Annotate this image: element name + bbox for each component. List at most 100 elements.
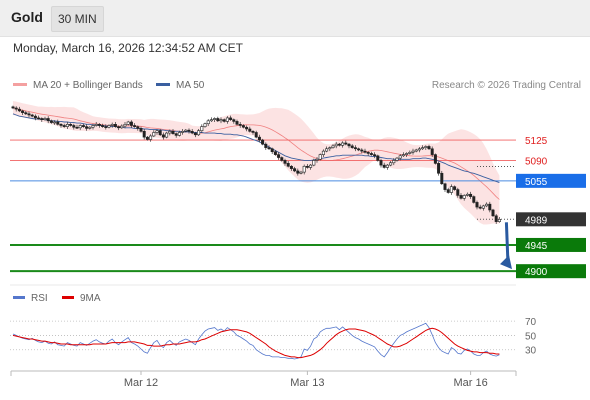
candle-body [203, 123, 207, 127]
candle-body [341, 142, 345, 146]
candle-body [424, 146, 428, 148]
bollinger-band [13, 101, 500, 225]
candle-body [491, 209, 495, 217]
candle-body [101, 125, 105, 127]
candle-body [321, 150, 325, 155]
candle-body [261, 139, 265, 145]
symbol-title: Gold [11, 9, 43, 25]
ma20-line [12, 107, 500, 200]
candle-body [401, 154, 405, 157]
candle-body [37, 117, 41, 120]
candle-body [177, 132, 181, 136]
candle-body [376, 155, 380, 161]
level-badge-4989 [516, 212, 586, 227]
candle-body [62, 125, 66, 127]
candle-body [379, 160, 383, 166]
bollinger-label: MA 20 + Bollinger Bands [33, 80, 143, 91]
candle-body [417, 148, 421, 151]
candle-body [110, 124, 114, 126]
candle-body [373, 154, 377, 157]
candle-body [107, 125, 111, 128]
candle-body [331, 145, 335, 148]
level-label-5090: 5090 [525, 156, 548, 167]
candle-body [72, 125, 76, 128]
timeframe-button[interactable]: 30 MIN [51, 6, 104, 32]
candle-body [133, 125, 137, 127]
candle-body [293, 168, 297, 172]
candle-body [209, 119, 213, 122]
candle-body [117, 126, 121, 129]
candle-body [241, 125, 245, 128]
x-tick-label: Mar 12 [124, 377, 158, 389]
credit-text: Research © 2026 Trading Central [431, 80, 581, 91]
candle-body [120, 125, 124, 129]
candle-body [449, 186, 453, 193]
level-label-4900: 4900 [525, 267, 548, 278]
candle-body [238, 124, 242, 126]
legend-bollinger: MA 20 + Bollinger Bands [13, 80, 143, 91]
candle-body [27, 113, 31, 116]
candle-body [465, 193, 469, 196]
candle-body [81, 125, 85, 127]
ma9-label: 9MA [80, 293, 101, 304]
candle-body [40, 118, 44, 120]
candle-body [382, 164, 386, 168]
candle-body [174, 133, 178, 136]
candle-body [91, 125, 95, 128]
candle-body [139, 128, 143, 132]
candle-body [142, 131, 146, 138]
candle-body [245, 126, 249, 130]
rsi-ma9-line [12, 327, 500, 359]
candle-body [235, 121, 239, 125]
candle-body [280, 157, 284, 161]
candle-body [219, 119, 223, 122]
candle-body [421, 147, 425, 150]
level-label-4945: 4945 [525, 241, 548, 252]
candle-body [350, 145, 354, 148]
candle-body [21, 110, 25, 113]
candle-body [24, 112, 28, 115]
candle-body [17, 108, 21, 112]
legend-ma9: 9MA [62, 293, 101, 304]
candle-body [181, 131, 185, 133]
candle-body [395, 157, 399, 161]
candle-body [187, 129, 191, 132]
candle-body [257, 136, 261, 141]
candle-body [11, 106, 15, 109]
candle-body [33, 115, 37, 119]
candle-body [446, 189, 450, 193]
candle-body [437, 163, 441, 174]
candle-body [206, 120, 210, 125]
candle-body [264, 143, 268, 148]
rsi-line [12, 322, 500, 360]
candle-body [494, 215, 498, 222]
candle-body [433, 154, 437, 164]
candle-body [267, 147, 271, 150]
level-badge-4900 [516, 264, 586, 279]
candle-body [312, 160, 316, 166]
candle-body [347, 143, 351, 147]
candle-body [46, 118, 50, 122]
candle-body [411, 150, 415, 153]
rsi-label: RSI [31, 293, 48, 304]
candle-body [14, 107, 18, 110]
candle-body [405, 153, 409, 155]
ma50-label: MA 50 [176, 80, 205, 91]
candle-body [283, 160, 287, 164]
candle-body [222, 119, 226, 122]
candle-body [443, 183, 447, 190]
candle-body [408, 151, 412, 154]
candle-body [136, 126, 140, 129]
top-bar: Gold 30 MIN [0, 0, 590, 37]
rsi-tick-label: 70 [525, 317, 537, 328]
candle-body [427, 146, 431, 150]
candle-body [190, 131, 194, 134]
level-badge-4945 [516, 237, 586, 252]
candle-body [385, 164, 389, 168]
candle-body [318, 154, 322, 160]
candle-body [360, 149, 364, 152]
candle-body [213, 118, 217, 120]
candle-body [353, 147, 357, 150]
candle-body [299, 171, 303, 174]
